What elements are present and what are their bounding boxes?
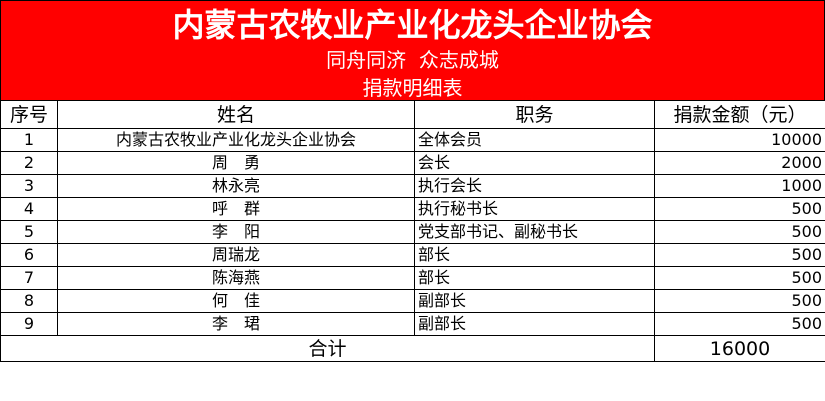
table-header-row: 序号 姓名 职务 捐款金额（元） (0, 100, 825, 129)
column-header-position: 职务 (414, 100, 655, 129)
title-banner: 内蒙古农牧业产业化龙头企业协会 同舟同济 众志成城 捐款明细表 (0, 0, 825, 101)
cell-amount: 500 (654, 266, 825, 290)
cell-no: 5 (0, 220, 58, 244)
organization-title: 内蒙古农牧业产业化龙头企业协会 (172, 6, 653, 44)
cell-name: 林永亮 (57, 174, 415, 198)
cell-position: 会长 (414, 151, 655, 175)
column-header-no: 序号 (0, 100, 58, 129)
cell-name: 陈海燕 (57, 266, 415, 290)
cell-position: 部长 (414, 266, 655, 290)
cell-amount: 500 (654, 289, 825, 313)
cell-position: 副部长 (414, 289, 655, 313)
column-header-name: 姓名 (57, 100, 415, 129)
cell-no: 4 (0, 197, 58, 221)
total-row: 合计 16000 (0, 335, 825, 362)
cell-no: 7 (0, 266, 58, 290)
column-header-amount: 捐款金额（元） (654, 100, 825, 129)
cell-name: 周 勇 (57, 151, 415, 175)
cell-name: 内蒙古农牧业产业化龙头企业协会 (57, 128, 415, 152)
cell-position: 党支部书记、副秘书长 (414, 220, 655, 244)
cell-no: 1 (0, 128, 58, 152)
cell-position: 执行会长 (414, 174, 655, 198)
table-row: 1 内蒙古农牧业产业化龙头企业协会 全体会员 10000 (0, 128, 825, 152)
cell-amount: 500 (654, 197, 825, 221)
cell-amount: 1000 (654, 174, 825, 198)
cell-no: 2 (0, 151, 58, 175)
cell-amount: 10000 (654, 128, 825, 152)
slogan: 同舟同济 众志成城 (326, 48, 499, 72)
cell-no: 3 (0, 174, 58, 198)
cell-no: 9 (0, 312, 58, 336)
donation-table: 序号 姓名 职务 捐款金额（元） 1 内蒙古农牧业产业化龙头企业协会 全体会员 100… (0, 100, 825, 362)
cell-amount: 500 (654, 243, 825, 267)
cell-name: 李 阳 (57, 220, 415, 244)
table-subtitle: 捐款明细表 (362, 76, 463, 100)
cell-no: 6 (0, 243, 58, 267)
cell-name: 李 珺 (57, 312, 415, 336)
cell-position: 执行秘书长 (414, 197, 655, 221)
cell-name: 呼 群 (57, 197, 415, 221)
cell-amount: 500 (654, 220, 825, 244)
cell-name: 何 佳 (57, 289, 415, 313)
total-label: 合计 (0, 335, 655, 362)
cell-amount: 2000 (654, 151, 825, 175)
cell-amount: 500 (654, 312, 825, 336)
cell-no: 8 (0, 289, 58, 313)
cell-position: 部长 (414, 243, 655, 267)
total-amount: 16000 (654, 335, 825, 362)
table-row: 6 周瑞龙 部长 500 (0, 243, 825, 267)
cell-position: 副部长 (414, 312, 655, 336)
cell-name: 周瑞龙 (57, 243, 415, 267)
table-row: 3 林永亮 执行会长 1000 (0, 174, 825, 198)
cell-position: 全体会员 (414, 128, 655, 152)
table-row: 7 陈海燕 部长 500 (0, 266, 825, 290)
